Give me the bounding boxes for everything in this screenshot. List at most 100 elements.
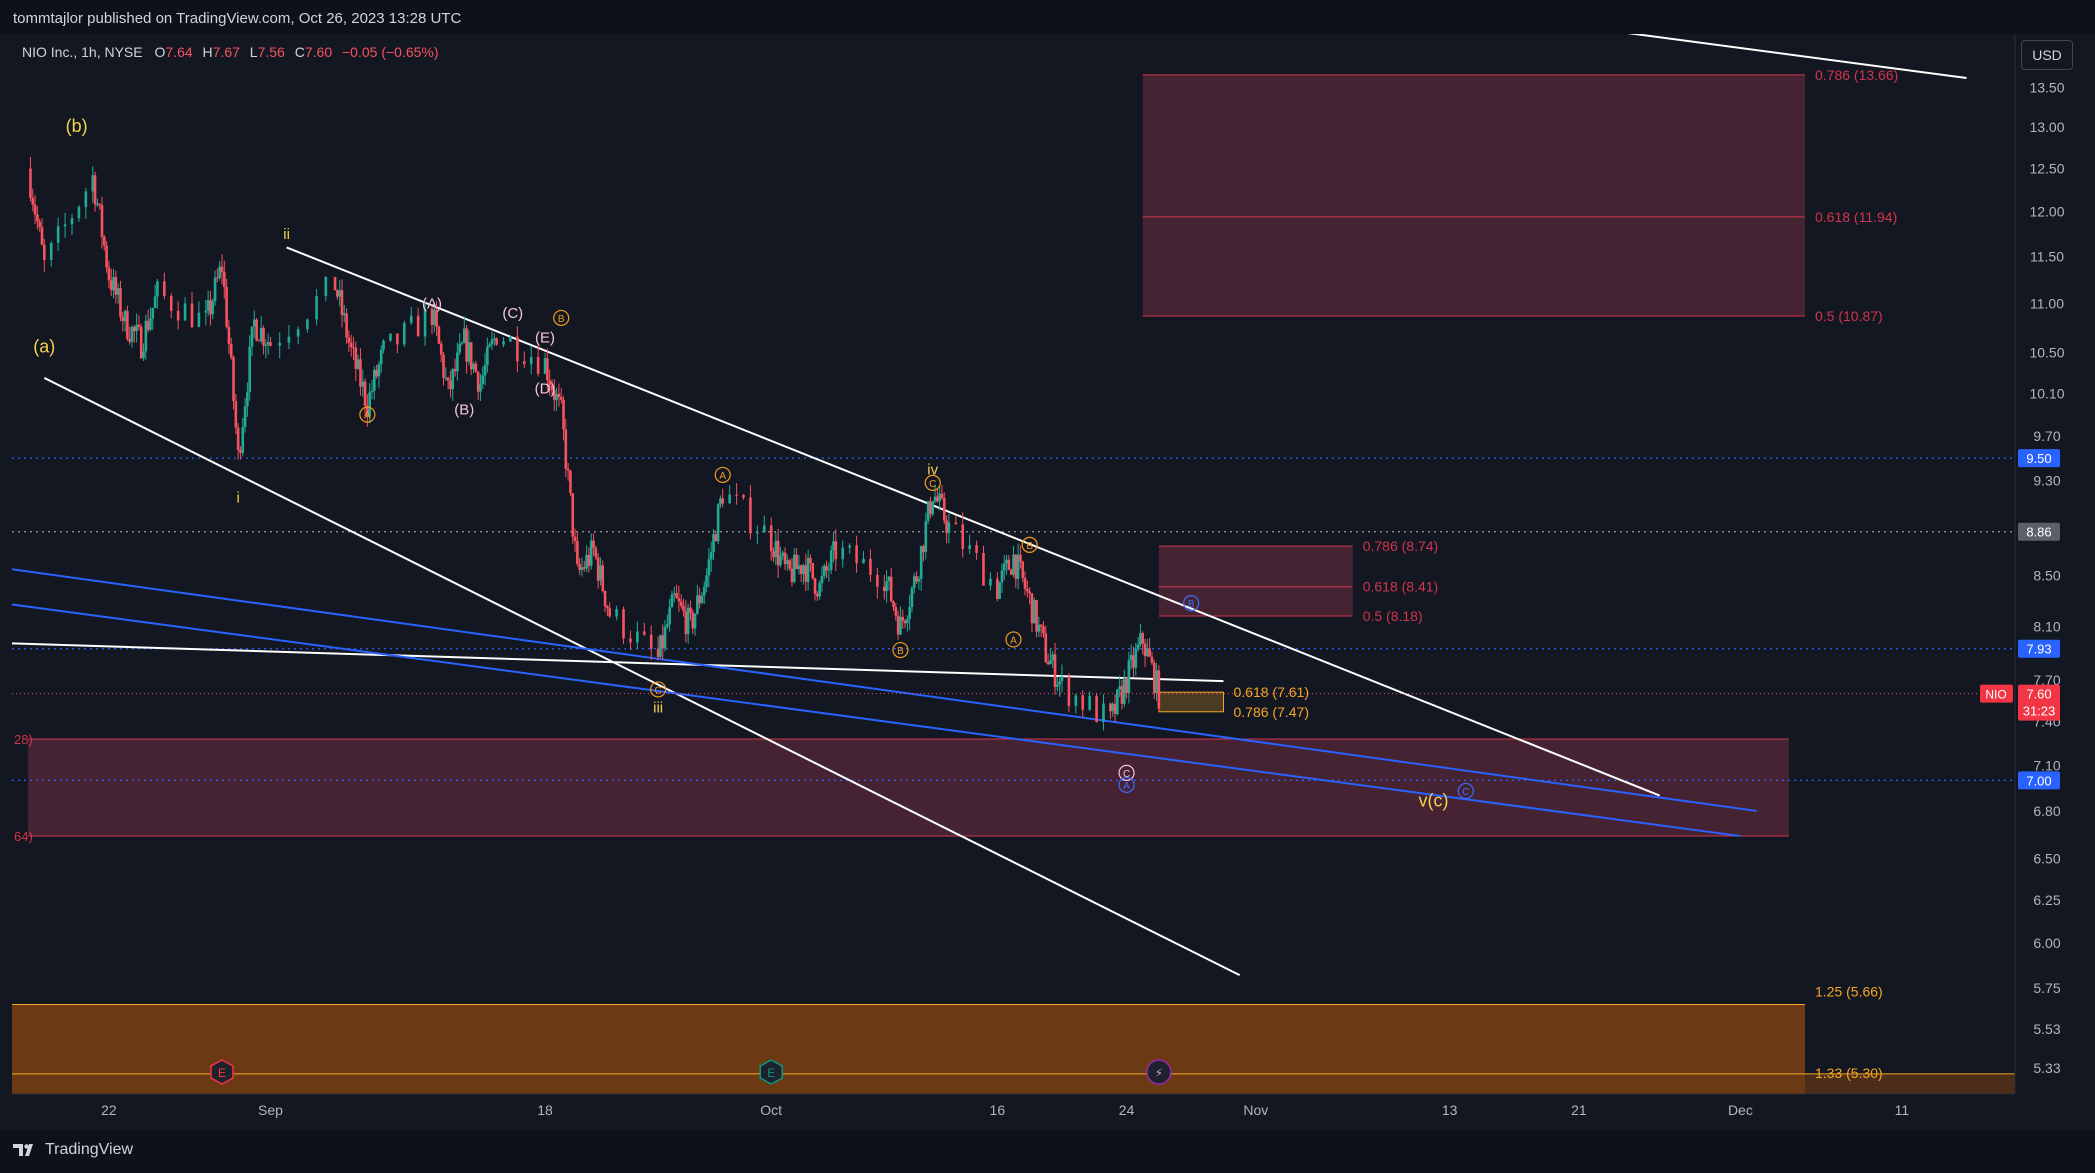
candle-body [396,333,399,345]
wave-label: (A) [422,295,442,312]
wave-label: C [655,685,662,696]
fib-level-label: 0.786 (8.74) [1363,538,1439,554]
candle-body [1012,554,1015,575]
candle-body [342,313,346,316]
candle-body [1102,703,1105,723]
low-value: 7.56 [257,44,285,60]
candle-body [772,551,775,558]
candle-body [363,381,367,406]
candle-body [220,266,224,272]
x-tick-label: Nov [1243,1102,1268,1118]
candle-body [368,392,371,417]
candle-body [439,343,443,355]
symbol-name[interactable]: NIO Inc., 1h, NYSE [22,44,143,60]
candle-body [862,558,865,564]
candle-body [1113,703,1117,714]
candle-body [684,611,688,635]
y-tick-label: 11.00 [2030,295,2064,311]
candle-body [606,606,609,609]
open-label: O [154,44,166,60]
symbol-tag-text: NIO [1985,688,2006,702]
candle-body [908,606,911,619]
candle-body [1116,689,1119,714]
candle-body [894,607,898,616]
candle-body [324,277,328,297]
candle-body [278,342,281,346]
candle-body [234,401,238,428]
candle-body [345,313,348,338]
candle-body [1141,633,1145,644]
fib-level-label: 0.5 (10.87) [1815,308,1883,324]
candle-body [333,277,337,291]
candle-body [105,245,108,268]
candle-body [486,346,489,365]
wave-label: (a) [33,337,55,357]
candle-body [227,326,231,345]
candle-body [156,281,159,297]
candle-body [269,342,272,346]
candle-body [1014,554,1018,579]
price-chart[interactable]: 1.25 (5.66) 1.33 (5.30) 0.786 (13.66) 0.618… [0,34,2095,1130]
candle-body [1111,703,1115,712]
candle-body [855,545,858,564]
y-tick-label: 10.10 [2029,386,2064,402]
price-level-tag [2018,522,2060,541]
wave-label: iv [927,461,938,478]
candle-body [1053,654,1057,687]
candle-body [813,578,817,594]
candle-body [474,363,478,372]
trendline [286,246,1660,797]
candle-body [1023,577,1027,589]
candle-body [788,560,791,569]
candle-body [33,204,37,215]
candle-body [889,576,893,602]
candle-body [1134,649,1138,668]
candle-body [255,319,258,341]
candle-body [848,545,851,548]
candle-body [239,450,242,453]
candle-body [926,501,930,522]
candle-body [1125,677,1128,694]
candle-body [910,587,914,607]
candle-body [936,496,939,502]
candle-body [96,203,99,205]
candle-body [663,626,667,649]
x-tick-label: 18 [537,1102,553,1118]
close-value: 7.60 [304,44,333,60]
candle-body [338,290,341,297]
candle-body [1081,695,1085,710]
candle-body [945,520,948,534]
candle-body [922,546,925,553]
candle-body [352,347,355,349]
candle-body [573,536,577,542]
wave-label-circle [1005,631,1022,648]
candle-body [91,175,95,192]
candle-body [742,494,745,498]
candle-body [827,569,831,571]
wave-label-circle [1118,764,1135,781]
x-tick-label: 13 [1442,1102,1458,1118]
x-tick-label: Dec [1728,1102,1753,1118]
candle-body [492,338,496,340]
candle-body [460,342,464,345]
candle-body [834,541,838,560]
candle-body [359,359,362,387]
candle-body [825,565,828,571]
candle-body [714,534,718,542]
wave-label: iii [653,700,663,717]
high-value: 7.67 [212,44,240,60]
candle-body [938,493,941,502]
candle-body [585,554,588,569]
candle-body [779,555,782,566]
currency-button[interactable]: USD [2021,40,2073,70]
candle-body [389,333,392,341]
candle-body [377,364,381,377]
candle-body [1007,559,1011,570]
candle-body [347,337,351,343]
candle-body [153,296,157,308]
footer-brand[interactable]: TradingView [13,1141,133,1159]
candle-body [818,583,821,597]
candle-body [968,545,971,550]
retracement-level-label: 0.618 (7.61) [1233,684,1309,700]
candle-body [781,552,785,556]
